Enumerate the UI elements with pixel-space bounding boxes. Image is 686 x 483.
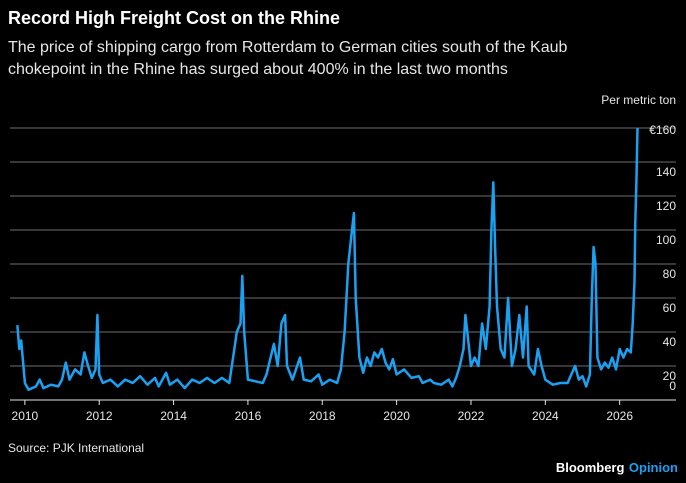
x-tick-label: 2020	[383, 409, 410, 423]
x-tick-label: 2026	[606, 409, 633, 423]
data-line	[16, 127, 639, 392]
y-tick-label: 40	[663, 335, 677, 349]
y-tick-label: 0	[669, 379, 676, 393]
x-tick-label: 2012	[86, 409, 113, 423]
y-tick-label: €160	[649, 123, 676, 137]
x-tick-label: 2014	[160, 409, 187, 423]
y-axis-label: Per metric ton	[601, 93, 676, 107]
y-tick-label: 120	[656, 199, 676, 213]
y-tick-label: 20	[663, 369, 677, 383]
brand-suffix: Opinion	[629, 460, 678, 475]
brand-name: Bloomberg	[556, 460, 625, 475]
y-tick-label: 100	[656, 233, 676, 247]
x-tick-label: 2022	[458, 409, 485, 423]
x-tick-label: 2016	[235, 409, 262, 423]
chart-title: Record High Freight Cost on the Rhine	[8, 8, 340, 28]
y-tick-label: 60	[663, 301, 677, 315]
chart-subtitle: chokepoint in the Rhine has surged about…	[8, 61, 508, 78]
brand: Bloomberg Opinion	[556, 459, 678, 476]
x-tick-label: 2010	[12, 409, 39, 423]
y-tick-label: 140	[656, 165, 676, 179]
x-tick-label: 2018	[309, 409, 336, 423]
source: Source: PJK International	[8, 441, 144, 455]
y-tick-label: 80	[663, 267, 677, 281]
chart-subtitle: The price of shipping cargo from Rotterd…	[8, 39, 567, 56]
x-tick-label: 2024	[532, 409, 559, 423]
